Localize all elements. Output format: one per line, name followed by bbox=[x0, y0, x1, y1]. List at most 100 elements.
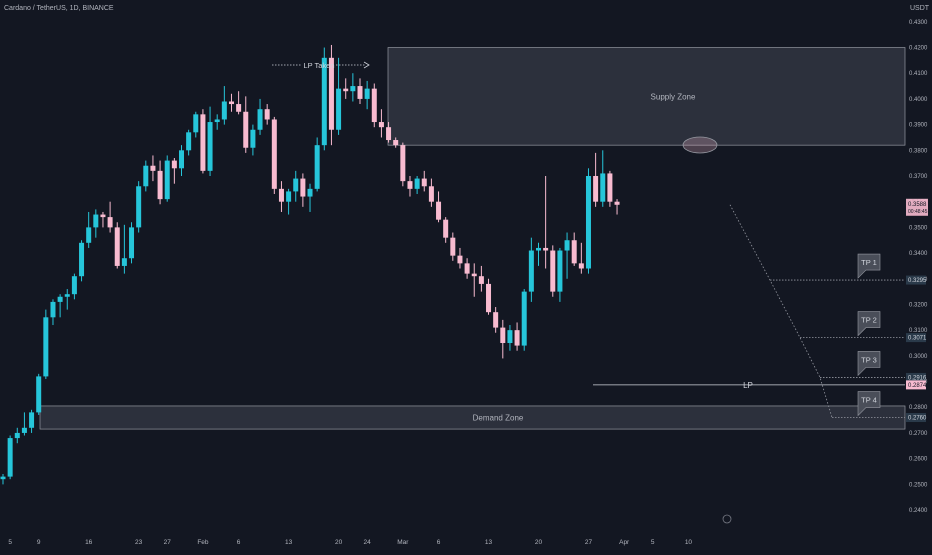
candle bbox=[286, 188, 292, 215]
lp-price-label: 0.2874 bbox=[908, 383, 927, 389]
candle-body bbox=[307, 188, 313, 197]
candle bbox=[614, 199, 620, 215]
candle-body bbox=[436, 201, 442, 220]
y-tick-label: 0.3700 bbox=[909, 174, 928, 180]
candle bbox=[29, 409, 35, 433]
candle bbox=[86, 211, 92, 248]
candle bbox=[228, 93, 234, 112]
candle-body bbox=[557, 250, 563, 292]
candle bbox=[357, 78, 363, 105]
candle bbox=[50, 299, 56, 326]
candle-body bbox=[7, 438, 13, 477]
candle bbox=[221, 86, 227, 125]
candle bbox=[436, 191, 442, 223]
x-tick-label: 13 bbox=[485, 539, 493, 546]
y-tick-label: 0.3900 bbox=[909, 123, 928, 129]
candle-body bbox=[450, 237, 456, 256]
candle-body bbox=[271, 119, 277, 189]
candle bbox=[143, 160, 149, 192]
candle bbox=[193, 111, 199, 138]
candle-body bbox=[171, 160, 177, 169]
candle bbox=[129, 222, 135, 264]
x-tick-label: 16 bbox=[85, 539, 93, 546]
candle bbox=[243, 96, 249, 153]
x-tick-label: 27 bbox=[164, 539, 172, 546]
candle-body bbox=[521, 291, 527, 346]
candle-body bbox=[93, 214, 99, 228]
candle bbox=[257, 98, 263, 135]
candle bbox=[314, 137, 320, 192]
supply-zone-label: Supply Zone bbox=[651, 92, 696, 101]
candle bbox=[214, 114, 220, 130]
candle bbox=[43, 309, 49, 379]
x-tick-label: 5 bbox=[8, 539, 12, 546]
candle bbox=[71, 273, 77, 300]
candle-body bbox=[336, 88, 342, 130]
candle-body bbox=[421, 178, 427, 187]
candle-body bbox=[600, 173, 606, 202]
x-tick-label: Mar bbox=[397, 539, 409, 546]
candle bbox=[557, 247, 563, 302]
y-tick-label: 0.2400 bbox=[909, 508, 928, 514]
liquidity-line-label: LP bbox=[743, 381, 753, 390]
candle bbox=[371, 83, 377, 128]
candle-body bbox=[193, 114, 199, 133]
candle-body bbox=[407, 181, 413, 189]
candle-body bbox=[136, 186, 142, 228]
countdown-label: 00:48:45 bbox=[908, 209, 928, 215]
y-tick-label: 0.3100 bbox=[909, 328, 928, 334]
target-callout bbox=[857, 351, 881, 377]
candle-body bbox=[507, 330, 513, 344]
candle bbox=[543, 176, 549, 269]
candle-body bbox=[585, 176, 591, 269]
x-tick-label: Apr bbox=[619, 539, 630, 546]
candle-body bbox=[221, 101, 227, 120]
target-label: TP 2 bbox=[861, 316, 877, 325]
replay-icon bbox=[722, 514, 732, 524]
x-tick-label: 9 bbox=[37, 539, 41, 546]
candle-body bbox=[400, 145, 406, 182]
candle bbox=[186, 129, 192, 156]
candle bbox=[493, 307, 499, 333]
target-label: TP 4 bbox=[861, 396, 877, 405]
candle bbox=[114, 222, 120, 269]
candle bbox=[0, 474, 6, 485]
candle-body bbox=[614, 201, 620, 205]
candle bbox=[585, 168, 591, 274]
candle-body bbox=[486, 283, 492, 313]
lp-price-tag bbox=[906, 380, 926, 390]
y-tick-label: 0.4200 bbox=[909, 46, 928, 52]
candle bbox=[400, 142, 406, 187]
candle bbox=[14, 427, 20, 444]
candle bbox=[514, 322, 520, 351]
candle-body bbox=[464, 263, 470, 274]
candle bbox=[607, 170, 613, 207]
candle-body bbox=[514, 330, 520, 346]
candle bbox=[386, 122, 392, 143]
candle-body bbox=[150, 165, 156, 171]
candle bbox=[428, 178, 434, 207]
y-tick-label: 0.3400 bbox=[909, 251, 928, 257]
x-tick-label: 13 bbox=[285, 539, 293, 546]
candle bbox=[600, 150, 606, 207]
candle-body bbox=[328, 57, 334, 130]
candle bbox=[207, 106, 213, 176]
candle-body bbox=[29, 412, 35, 428]
candle bbox=[136, 181, 142, 233]
candle-body bbox=[278, 188, 284, 202]
projection-path bbox=[729, 204, 833, 418]
candle-body bbox=[428, 186, 434, 202]
symbol-title: Cardano / TetherUS, 1D, BINANCE bbox=[4, 5, 114, 12]
candle-body bbox=[86, 227, 92, 243]
candle bbox=[300, 173, 306, 207]
target-price-label: 0.2760 bbox=[908, 416, 927, 422]
candle bbox=[364, 80, 370, 110]
candle bbox=[93, 209, 99, 238]
candle bbox=[500, 319, 506, 359]
candle-body bbox=[593, 176, 599, 202]
y-tick-label: 0.4000 bbox=[909, 97, 928, 103]
candle bbox=[293, 170, 299, 202]
candle-body bbox=[536, 247, 541, 251]
